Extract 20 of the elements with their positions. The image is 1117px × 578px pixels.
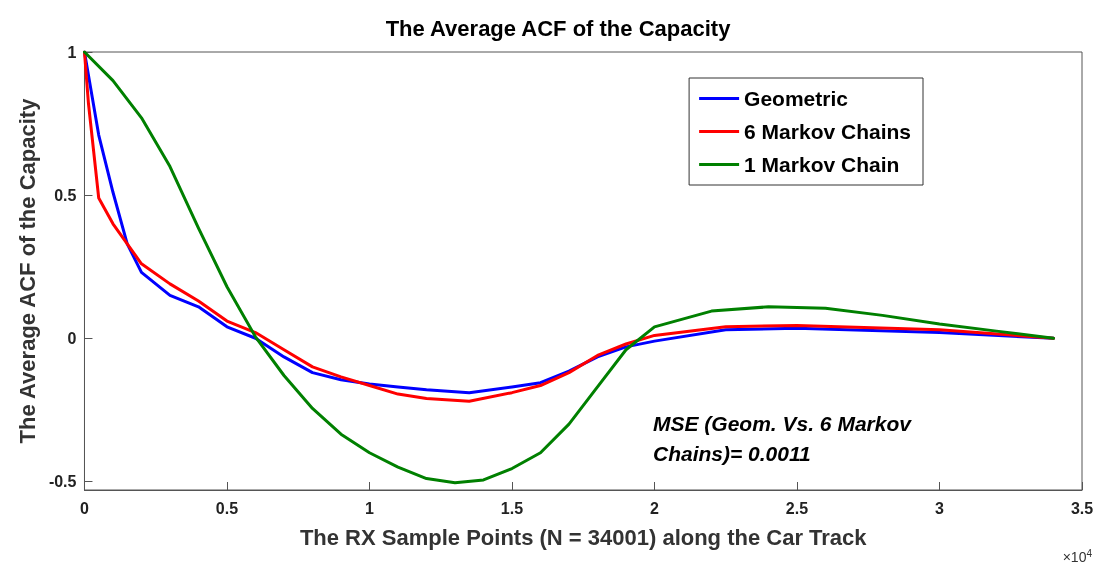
legend-label: Geometric [744,87,849,110]
x-tick-label: 1.5 [500,499,524,517]
x-tick-label: 1 [365,499,375,517]
y-axis-title: The Average ACF of the Capacity [14,97,40,444]
y-tick-label: 0.5 [54,186,77,204]
chart-title: The Average ACF of the Capacity [385,15,732,41]
x-tick-label: 2 [650,499,660,517]
x-tick-label: 3 [935,499,945,517]
legend-label: 6 Markov Chains [744,120,912,143]
line-series [82,50,1055,485]
x-tick-label: 0.5 [215,499,239,517]
y-tick-label: 1 [67,43,77,61]
y-tick-label: 0 [67,329,77,347]
legend-label: 1 Markov Chain [744,153,900,176]
x-axis-title: The RX Sample Points (N = 34001) along the Car Track [299,524,868,550]
x-tick-label: 0 [80,499,90,517]
annotation: MSE (Geom. Vs. 6 Markov Chains)= 0.0011 [653,411,913,465]
x-tick-label: 3.5 [1070,499,1094,517]
x-tick-label: 2.5 [785,499,809,517]
y-tick-label: -0.5 [48,472,77,490]
